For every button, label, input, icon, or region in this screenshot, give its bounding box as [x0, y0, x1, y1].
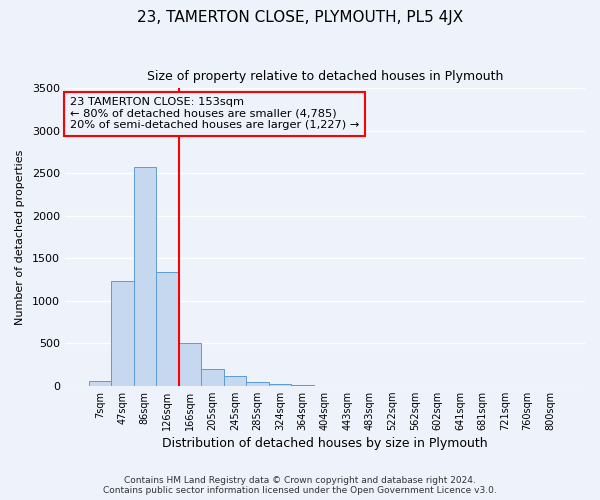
X-axis label: Distribution of detached houses by size in Plymouth: Distribution of detached houses by size …: [162, 437, 488, 450]
Bar: [246, 382, 269, 386]
Text: 23 TAMERTON CLOSE: 153sqm
← 80% of detached houses are smaller (4,785)
20% of se: 23 TAMERTON CLOSE: 153sqm ← 80% of detac…: [70, 98, 359, 130]
Bar: [201, 368, 224, 386]
Bar: [269, 384, 291, 386]
Title: Size of property relative to detached houses in Plymouth: Size of property relative to detached ho…: [147, 70, 503, 83]
Text: Contains HM Land Registry data © Crown copyright and database right 2024.
Contai: Contains HM Land Registry data © Crown c…: [103, 476, 497, 495]
Y-axis label: Number of detached properties: Number of detached properties: [15, 150, 25, 324]
Bar: [111, 281, 134, 386]
Bar: [224, 376, 246, 386]
Bar: [134, 168, 156, 386]
Bar: [89, 382, 111, 386]
Text: 23, TAMERTON CLOSE, PLYMOUTH, PL5 4JX: 23, TAMERTON CLOSE, PLYMOUTH, PL5 4JX: [137, 10, 463, 25]
Bar: [156, 272, 179, 386]
Bar: [179, 343, 201, 386]
